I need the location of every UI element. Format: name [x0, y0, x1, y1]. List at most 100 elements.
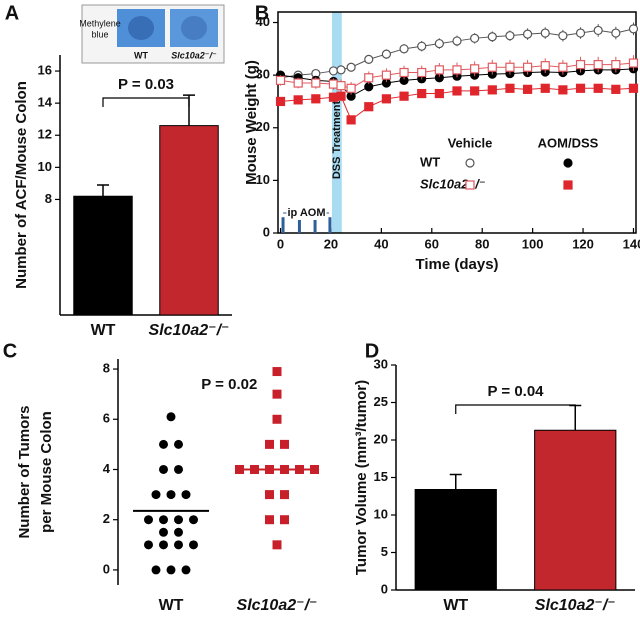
- bar: [73, 195, 133, 316]
- bar: [534, 429, 617, 591]
- dot: [159, 527, 168, 537]
- marker: [540, 28, 550, 38]
- y-tick-label: 12: [38, 127, 52, 142]
- injection-label-bg: [286, 206, 327, 220]
- y-tick-label: 40: [256, 14, 270, 29]
- marker: [505, 83, 515, 93]
- y-tick-label: 10: [256, 172, 270, 187]
- inset-label: blue: [91, 29, 108, 39]
- p-value: P = 0.03: [118, 76, 174, 93]
- y-axis-label: per Mouse Colon: [38, 411, 55, 533]
- y-axis-label: Number of Tumors: [16, 405, 33, 538]
- marker: [628, 24, 639, 34]
- x-tick-label: Slc10a2⁻/⁻: [535, 597, 616, 614]
- y-tick-label: 30: [374, 356, 388, 371]
- marker: [311, 78, 321, 88]
- dot: [189, 540, 198, 550]
- x-tick-label: 100: [522, 236, 544, 251]
- marker: [364, 54, 374, 64]
- y-tick-label: 14: [38, 95, 53, 110]
- dot: [174, 439, 183, 449]
- y-tick-label: 4: [103, 461, 111, 476]
- injection-marker: [281, 217, 285, 233]
- marker: [311, 94, 321, 104]
- y-tick-label: 8: [103, 360, 110, 375]
- marker: [399, 67, 409, 78]
- x-tick-label: WT: [443, 597, 468, 614]
- dot: [166, 412, 176, 422]
- x-tick-label: 0: [277, 236, 284, 251]
- bar: [414, 489, 497, 591]
- x-tick-label: Slc10a2⁻/⁻: [237, 597, 318, 614]
- legend-header: Vehicle: [448, 135, 493, 150]
- dot: [174, 527, 183, 537]
- y-tick-label: 10: [38, 159, 52, 174]
- dot: [144, 515, 153, 525]
- dot: [265, 515, 274, 525]
- dot: [272, 540, 282, 550]
- marker: [558, 31, 568, 41]
- legend-header: AOM/DSS: [538, 135, 599, 150]
- marker: [522, 84, 533, 94]
- marker: [275, 96, 286, 107]
- legend-row-label: Slc10a2⁻/⁻: [420, 176, 486, 191]
- injection-marker: [328, 217, 332, 233]
- inset-caption: Slc10a2⁻/⁻: [171, 50, 217, 60]
- dot: [151, 490, 161, 500]
- legend-marker: [563, 180, 573, 190]
- y-axis-label: Number of ACF/Mouse Colon: [13, 81, 30, 289]
- marker: [381, 49, 392, 59]
- dot: [159, 464, 168, 474]
- marker: [628, 83, 639, 93]
- y-tick-label: 10: [374, 506, 388, 521]
- dot: [272, 367, 282, 377]
- x-tick-label: 60: [425, 236, 439, 251]
- y-tick-label: 8: [45, 191, 52, 206]
- marker: [417, 67, 427, 78]
- marker: [611, 28, 621, 38]
- p-value: P = 0.02: [201, 376, 257, 393]
- panel-label: D: [365, 340, 379, 362]
- p-value: P = 0.04: [487, 383, 544, 400]
- legend-row-label: WT: [420, 154, 440, 169]
- marker: [505, 31, 515, 41]
- dot: [265, 490, 274, 500]
- dot: [272, 414, 282, 424]
- marker: [399, 44, 409, 54]
- inset-tissue: [181, 16, 207, 40]
- marker: [593, 60, 603, 70]
- dot: [159, 439, 168, 449]
- panel-label: C: [3, 340, 17, 362]
- y-tick-label: 2: [103, 511, 110, 526]
- y-axis-label: Mouse Weight (g): [243, 60, 260, 185]
- marker: [505, 62, 515, 72]
- marker: [611, 84, 621, 94]
- marker: [346, 83, 356, 93]
- x-tick-label: 40: [374, 236, 388, 251]
- marker: [522, 29, 533, 39]
- marker: [540, 83, 550, 93]
- marker: [346, 115, 356, 125]
- band-label: DSS Treatment: [331, 101, 343, 180]
- y-tick-label: 0: [103, 561, 110, 576]
- marker: [628, 58, 639, 68]
- dot: [272, 389, 282, 399]
- y-tick-label: 25: [374, 394, 388, 409]
- dot: [159, 540, 168, 550]
- marker: [328, 66, 339, 76]
- x-tick-label: 80: [475, 236, 489, 251]
- marker: [328, 92, 339, 102]
- panel-label: A: [5, 2, 19, 24]
- marker: [575, 83, 586, 93]
- marker: [328, 79, 339, 89]
- marker: [399, 91, 409, 101]
- y-tick-label: 20: [256, 119, 270, 134]
- x-tick-label: 140: [623, 236, 640, 251]
- marker: [593, 83, 603, 93]
- dot: [280, 439, 289, 449]
- y-tick-label: 0: [263, 224, 270, 239]
- x-tick-label: 20: [324, 236, 338, 251]
- marker: [434, 88, 444, 99]
- bar: [159, 125, 219, 316]
